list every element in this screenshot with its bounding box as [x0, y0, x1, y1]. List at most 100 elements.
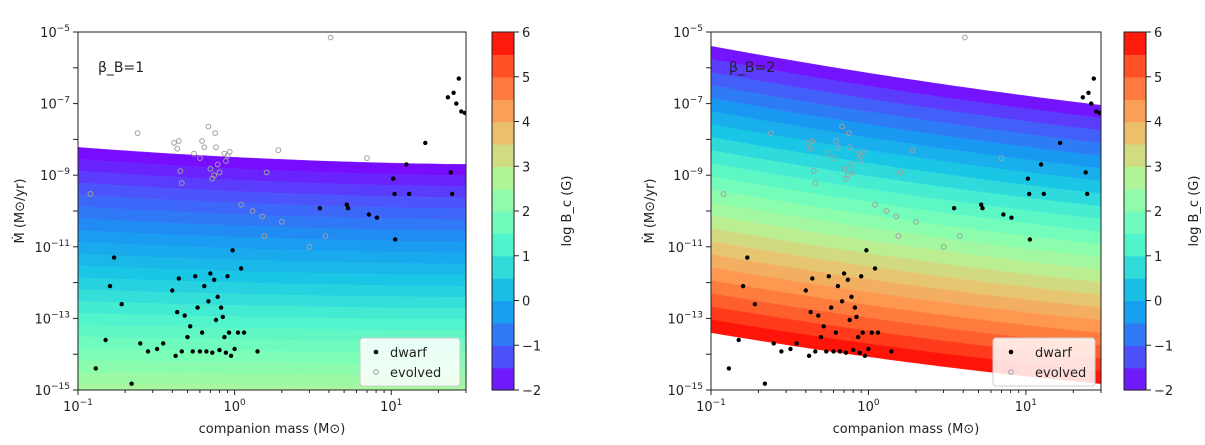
- left-dwarf-point: [190, 349, 195, 354]
- right-evolved-point: [812, 180, 819, 187]
- right-colorbar-segment: [1124, 278, 1146, 302]
- left-dwarf-point: [173, 353, 178, 358]
- right-y-axis: 10−15 10−13 10−11 10−9 10−7 10−5: [667, 24, 711, 399]
- right-dwarf-point: [1038, 162, 1044, 167]
- left-dwarf-point: [154, 346, 160, 352]
- right-dwarf-point: [1085, 191, 1090, 197]
- right-colorbar-segment: [1124, 211, 1146, 234]
- right-colorbar-segment: [1124, 121, 1146, 145]
- left-dwarf-point: [450, 191, 455, 197]
- right-evolved-point: [809, 138, 816, 144]
- right-dwarf-point: [845, 277, 851, 282]
- left-dwarf-point: [228, 353, 234, 358]
- right-evolved-point: [841, 166, 847, 172]
- left-colorbar-segment: [492, 300, 514, 324]
- left-colorbar-tick-label: 1: [522, 250, 530, 265]
- left-evolved-point: [259, 213, 266, 220]
- left-legend-dwarf-label: dwarf: [390, 346, 427, 361]
- left-evolved-point: [261, 233, 268, 239]
- left-evolved-point: [87, 191, 94, 197]
- right-dwarf-point: [864, 248, 869, 253]
- right-colorbar-segment: [1124, 300, 1146, 324]
- left-colorbar-tick-label: 0: [522, 295, 530, 310]
- right-colorbar-segment: [1124, 166, 1146, 190]
- left-dwarf-point: [145, 349, 151, 354]
- left-dwarf-point: [119, 302, 124, 307]
- right-colorbar-segment: [1124, 99, 1146, 123]
- right-y-tick-label: 10−5: [673, 24, 703, 41]
- right-dwarf-point: [816, 313, 821, 318]
- left-dwarf-point: [208, 271, 213, 276]
- right-colorbar-tick-label: 2: [1154, 205, 1162, 220]
- right-y-tick-label: 10−11: [667, 239, 703, 256]
- left-colorbar: −2 −1 0 1 2 3 4 5 6 log B_c (G): [491, 26, 575, 399]
- left-evolved-point: [199, 138, 206, 144]
- right-dwarf-point: [808, 309, 813, 315]
- right-dwarf-point: [860, 330, 865, 335]
- left-colorbar-segment: [492, 367, 514, 391]
- right-colorbar: −2 −1 0 1 2 3 4 5 6 log B_c (G): [1123, 26, 1202, 399]
- right-dwarf-point: [818, 334, 824, 340]
- right-colorbar-segment: [1124, 322, 1146, 346]
- left-contour-field: [78, 147, 466, 390]
- left-evolved-point: [322, 233, 329, 239]
- left-colorbar-tick-label: −1: [522, 339, 541, 354]
- right-dwarf-point: [980, 206, 985, 211]
- left-x-tick-label: 101: [380, 398, 402, 415]
- left-dwarf-point: [93, 366, 99, 371]
- right-y-tick-label: 10−9: [673, 167, 703, 184]
- right-evolved-point: [768, 130, 774, 137]
- right-legend-dwarf-label: dwarf: [1035, 346, 1072, 361]
- right-y-tick-label: 10−7: [673, 96, 703, 113]
- left-dwarf-point: [204, 349, 209, 354]
- left-dwarf-point: [374, 215, 380, 220]
- left-dwarf-point: [197, 349, 203, 354]
- left-dwarf-point: [217, 347, 222, 353]
- left-x-tick-label: 10−1: [63, 398, 93, 415]
- left-evolved-point: [263, 169, 270, 176]
- right-colorbar-segment: [1124, 233, 1146, 257]
- left-colorbar-segment: [492, 32, 514, 55]
- left-y-tick-label: 10−9: [40, 167, 70, 184]
- right-dwarf-point: [810, 276, 815, 281]
- right-colorbar-segment: [1124, 345, 1146, 369]
- left-evolved-point: [201, 144, 208, 151]
- right-evolved-point: [909, 147, 916, 154]
- right-x-tick-label: 100: [857, 398, 880, 415]
- left-annotation: β_B=1: [98, 60, 144, 76]
- left-dwarf-point: [213, 317, 219, 323]
- left-y-tick-label: 10−7: [40, 96, 70, 113]
- left-dwarf-point: [345, 206, 351, 211]
- left-evolved-point: [249, 208, 256, 214]
- left-evolved-point: [175, 138, 182, 144]
- left-dwarf-point: [107, 283, 113, 289]
- left-dwarf-point: [456, 76, 461, 81]
- right-dwarf-point: [813, 349, 818, 354]
- right-evolved-point: [807, 145, 814, 152]
- right-evolved-point: [962, 34, 968, 41]
- left-dwarf-point: [445, 95, 451, 100]
- right-colorbar-segment: [1124, 54, 1146, 78]
- right-dwarf-point: [1027, 191, 1032, 197]
- right-legend-box: [992, 337, 1096, 387]
- right-evolved-point: [940, 243, 947, 250]
- right-dwarf-point: [794, 341, 799, 346]
- right-evolved-point: [856, 158, 863, 164]
- left-evolved-point: [197, 155, 203, 162]
- left-dwarf-point: [175, 309, 180, 315]
- left-dwarf-point: [366, 212, 372, 217]
- left-colorbar-ticks: −2 −1 0 1 2 3 4 5 6: [514, 26, 541, 399]
- left-dwarf-point: [462, 110, 466, 116]
- right-evolved-point: [846, 144, 853, 151]
- left-dwarf-point: [255, 349, 260, 354]
- left-dwarf-point: [238, 266, 244, 271]
- left-colorbar-segment: [492, 345, 514, 369]
- left-colorbar-segment: [492, 99, 514, 123]
- right-evolved-point: [872, 201, 878, 208]
- right-dwarf-point: [1057, 140, 1063, 146]
- right-dwarf-point: [837, 349, 843, 354]
- right-evolved-point: [830, 155, 837, 162]
- left-dwarf-point: [220, 314, 225, 320]
- right-dwarf-point: [1091, 76, 1097, 81]
